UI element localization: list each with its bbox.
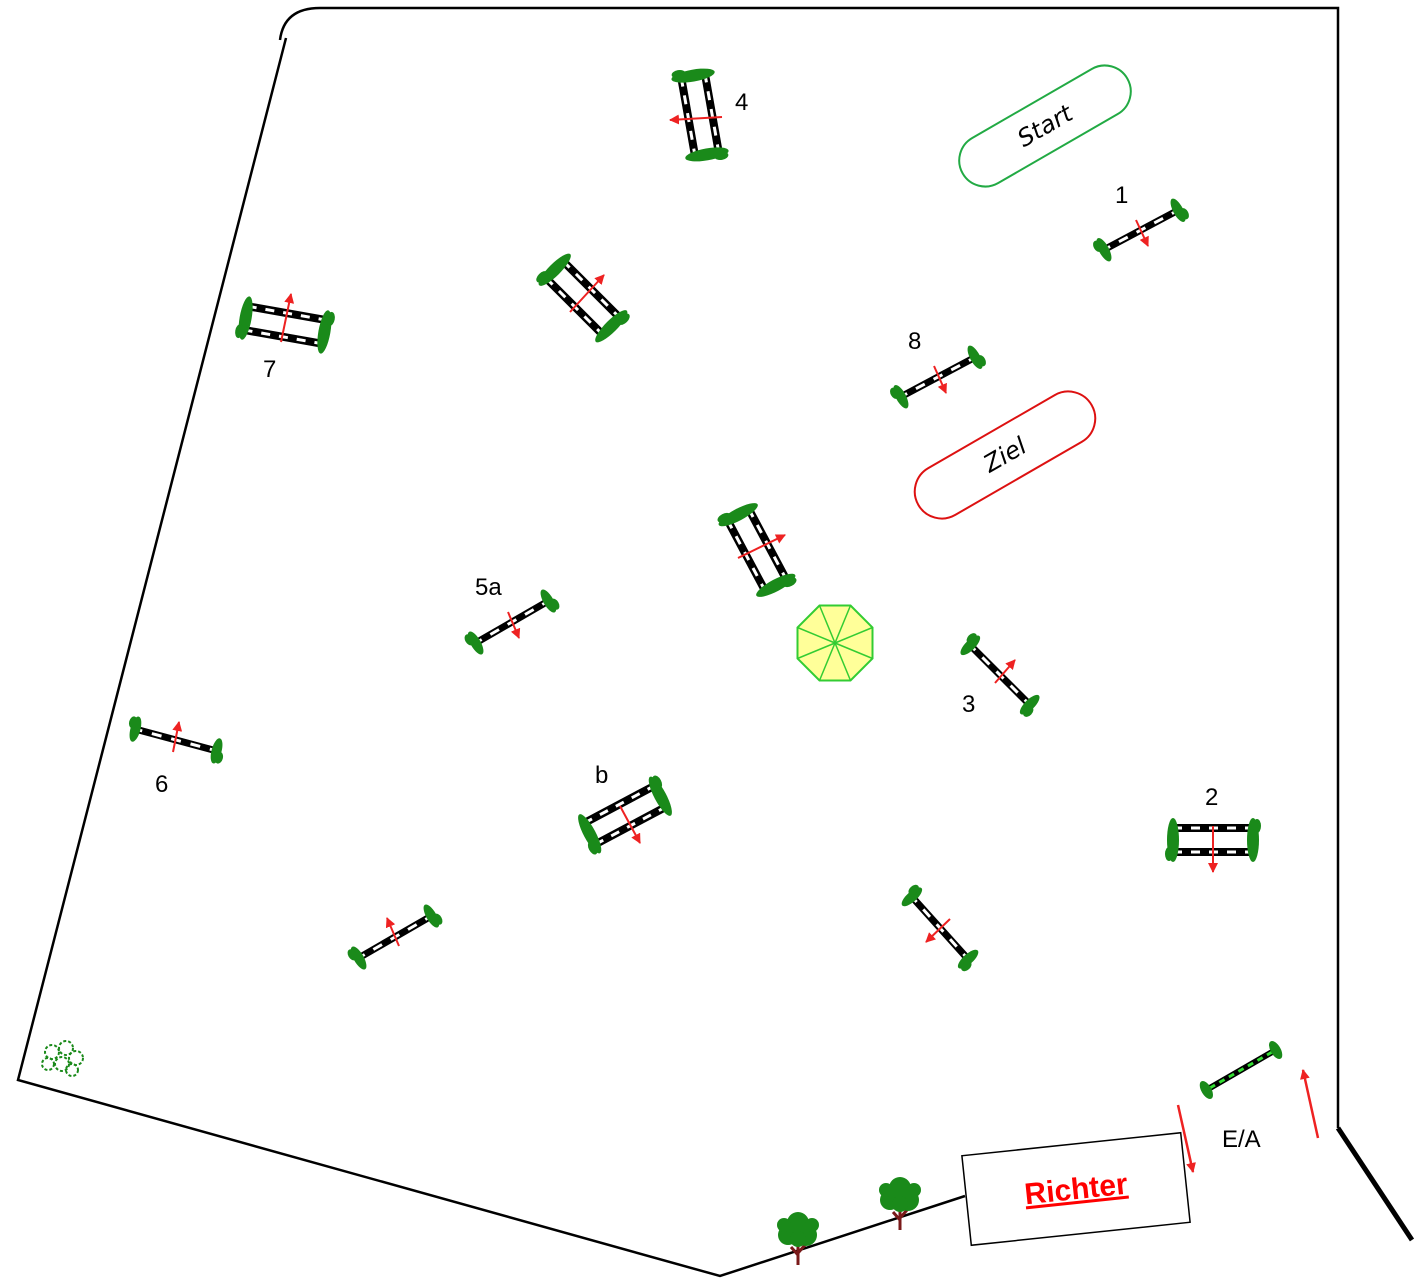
entry-exit-gate xyxy=(1199,1040,1283,1100)
fence-8 xyxy=(888,342,989,412)
fence-1 xyxy=(1091,195,1192,265)
fence-unnumbered-lower-left xyxy=(345,901,445,974)
fence-2-label: 2 xyxy=(1205,784,1218,811)
direction-arrow-in xyxy=(1176,1104,1196,1173)
fence-5a-label: 5a xyxy=(475,574,502,601)
umbrella-icon xyxy=(796,604,874,682)
finish-label: Ziel xyxy=(978,432,1032,479)
arena-boundary xyxy=(16,6,1415,1278)
fence-7 xyxy=(234,294,336,355)
start-zone: Start xyxy=(958,64,1132,188)
fence-1-label: 1 xyxy=(1115,182,1128,209)
fence-5a xyxy=(462,586,562,659)
fence-3-label: 3 xyxy=(962,691,975,718)
direction-arrow-out xyxy=(1300,1069,1320,1139)
oxer-unnumbered-upper xyxy=(534,249,633,348)
flower-bush-icon xyxy=(41,1040,84,1077)
tree-icon xyxy=(775,1210,821,1267)
fence-6 xyxy=(124,715,227,766)
entry-exit-label: E/A xyxy=(1222,1126,1261,1153)
finish-zone: Ziel xyxy=(913,390,1097,520)
fence-8-label: 8 xyxy=(908,328,921,355)
fence-6-label: 6 xyxy=(155,771,168,798)
fence-7-label: 7 xyxy=(263,356,276,383)
fence-unnumbered-lower-right xyxy=(897,882,983,974)
oxer-unnumbered-center xyxy=(715,497,799,602)
judge-box: Richter xyxy=(961,1131,1191,1247)
fence-2 xyxy=(1165,818,1261,873)
fence-4-label: 4 xyxy=(735,89,748,116)
start-label: Start xyxy=(1013,98,1079,152)
fence-3 xyxy=(955,630,1044,719)
fence-4 xyxy=(670,64,730,166)
fence-5b-label: b xyxy=(595,762,608,789)
fence-5b xyxy=(572,773,677,857)
